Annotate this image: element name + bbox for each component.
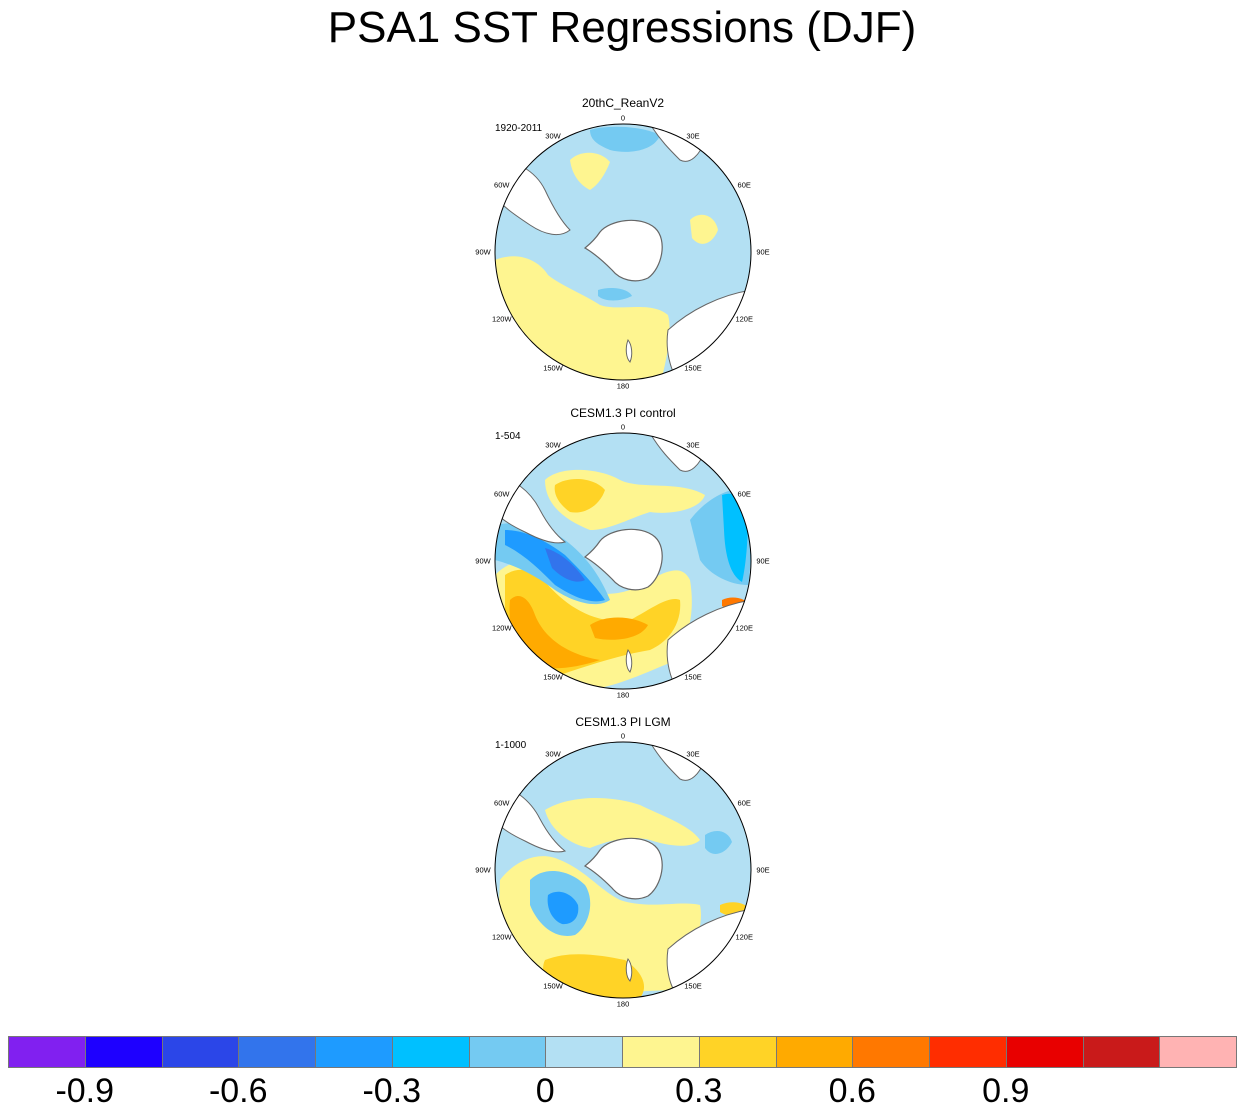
colorbar-box: [1159, 1036, 1237, 1068]
land-antarctica: [583, 837, 663, 900]
contour-neg-indian: [705, 830, 732, 854]
colorbar-tick-label: 0.9: [982, 1072, 1030, 1110]
longitude-label: 30E: [686, 440, 700, 450]
longitude-label: 150W: [543, 981, 563, 991]
colorbar-box: [698, 1036, 777, 1068]
colorbar-tick-label: 0.6: [828, 1072, 876, 1110]
map-boundary: [494, 432, 752, 690]
contour-positive-east: [690, 214, 718, 244]
longitude-label: 120W: [491, 623, 512, 633]
panel-period: 1-504: [495, 431, 521, 442]
figure-title: PSA1 SST Regressions (DJF): [327, 3, 917, 52]
map-panel-cesm-pi-lgm: [494, 741, 752, 999]
land-antarctica: [583, 528, 663, 591]
longitude-label: 60W: [494, 489, 510, 499]
longitude-label: 30W: [545, 440, 561, 450]
panel-period: 1920-2011: [495, 123, 543, 134]
contour-neg-indian-2: [722, 493, 748, 582]
longitude-label: 120W: [491, 932, 512, 942]
longitude-label: 0: [620, 731, 626, 741]
land-new-zealand: [625, 648, 633, 673]
panel-title: CESM1.3 PI control: [570, 406, 676, 420]
contour-pos-atlantic-2: [554, 478, 605, 513]
colorbar-box: [775, 1036, 854, 1068]
colorbar-box: [852, 1036, 930, 1068]
longitude-label: 0: [620, 113, 626, 123]
longitude-label: 120E: [735, 314, 753, 324]
land-new-zealand: [625, 338, 633, 363]
land-antarctica: [583, 219, 663, 282]
colorbar: [8, 1036, 1237, 1070]
panel-title: 20thC_ReanV2: [581, 96, 665, 110]
longitude-label: 180: [616, 690, 630, 700]
colorbar-box: [238, 1036, 316, 1068]
longitude-label: 90E: [756, 247, 770, 257]
longitude-label: 90E: [756, 865, 770, 875]
longitude-label: 60W: [494, 798, 510, 808]
map-boundary: [494, 741, 752, 999]
colorbar-box: [315, 1036, 393, 1068]
colorbar-box: [391, 1036, 470, 1068]
longitude-label: 150E: [684, 672, 702, 682]
colorbar-box: [1005, 1036, 1084, 1068]
longitude-label: 90W: [475, 556, 491, 566]
longitude-label: 60E: [737, 180, 751, 190]
colorbar-tick-label: 0.3: [675, 1072, 723, 1110]
panel-title: CESM1.3 PI LGM: [575, 715, 671, 729]
longitude-label: 150W: [543, 363, 563, 373]
map-boundary: [494, 123, 752, 381]
longitude-label: 150E: [684, 981, 702, 991]
longitude-label: 120W: [491, 314, 512, 324]
colorbar-box: [545, 1036, 623, 1068]
longitude-label: 180: [616, 381, 630, 391]
longitude-label: 90W: [475, 865, 491, 875]
colorbar-tick-label: -0.3: [362, 1072, 422, 1110]
longitude-label: 30W: [545, 131, 561, 141]
contour-pos-ross: [590, 617, 648, 640]
longitude-label: 90E: [756, 556, 770, 566]
contour-pos-pacific-3: [509, 595, 600, 669]
colorbar-box: [622, 1036, 700, 1068]
longitude-label: 180: [616, 999, 630, 1009]
colorbar-box: [468, 1036, 547, 1068]
longitude-label: 120E: [735, 932, 753, 942]
contour-pos-atlantic: [545, 798, 700, 848]
longitude-label: 120E: [735, 623, 753, 633]
colorbar-box: [8, 1036, 86, 1068]
land-new-zealand: [625, 957, 633, 982]
longitude-label: 60E: [737, 798, 751, 808]
longitude-label: 30W: [545, 749, 561, 759]
colorbar-tick-label: 0: [535, 1072, 555, 1110]
longitude-label: 60W: [494, 180, 510, 190]
colorbar-box: [84, 1036, 163, 1068]
panel-period: 1-1000: [495, 740, 527, 751]
longitude-label: 30E: [686, 749, 700, 759]
colorbar-box: [929, 1036, 1007, 1068]
longitude-label: 30E: [686, 131, 700, 141]
map-panel-cesm-pi-control: [494, 432, 752, 690]
colorbar-box: [1082, 1036, 1161, 1068]
contour-negative-ross: [598, 288, 632, 301]
contour-negative-south-atlantic: [590, 126, 660, 152]
contour-neg-2: [547, 891, 579, 925]
map-panel-20thc-reanv2: [494, 123, 752, 381]
longitude-label: 90W: [475, 247, 491, 257]
contour-neg-bellingshausen-3: [545, 548, 585, 582]
longitude-label: 150E: [684, 363, 702, 373]
polar-maps: [494, 123, 752, 999]
colorbar-tick-label: -0.6: [208, 1072, 268, 1110]
longitude-label: 60E: [737, 489, 751, 499]
colorbar-box: [161, 1036, 240, 1068]
longitude-label: 0: [620, 422, 626, 432]
contour-positive-atlantic: [570, 152, 610, 190]
longitude-label: 150W: [543, 672, 563, 682]
colorbar-tick-label: -0.9: [55, 1072, 115, 1110]
